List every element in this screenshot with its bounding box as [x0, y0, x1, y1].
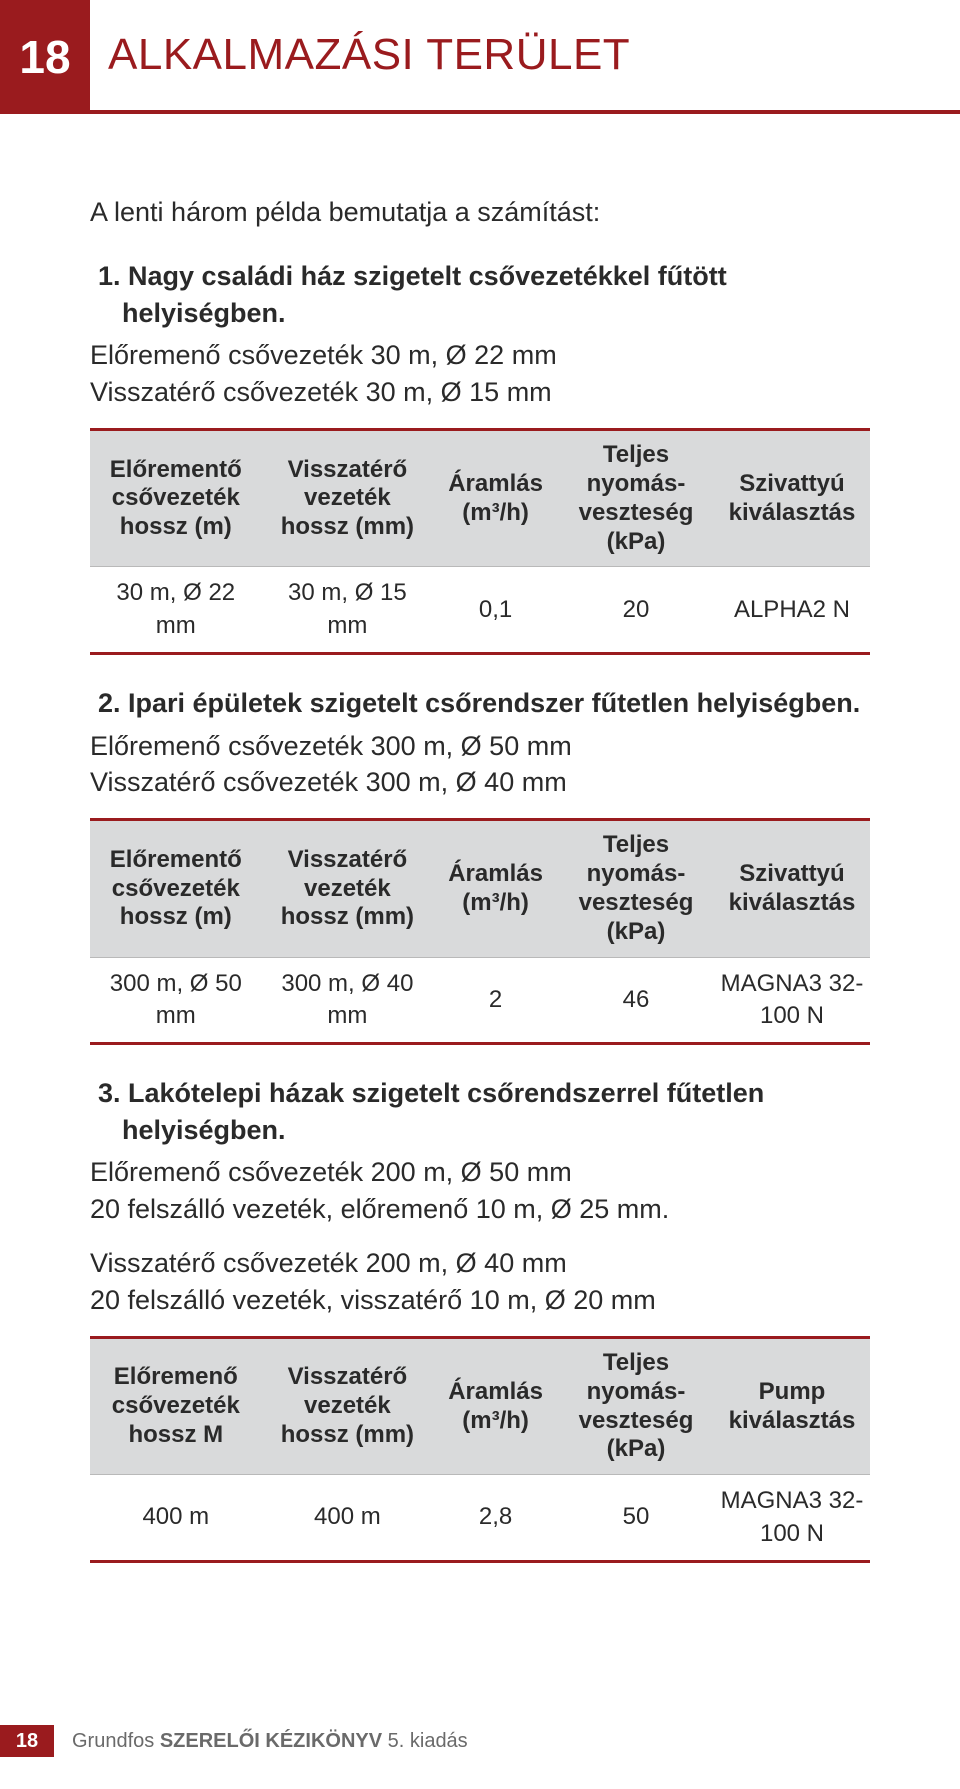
- example-3-spec-b: Visszatérő csővezeték 200 m, Ø 40 mm 20 …: [90, 1245, 870, 1318]
- footer-suffix: 5. kiadás: [382, 1730, 468, 1752]
- cell: 30 m, Ø 15 mm: [262, 567, 434, 654]
- cell: 400 m: [262, 1475, 434, 1562]
- footer-bold: SZERELŐI KÉZIKÖNYV: [160, 1730, 382, 1752]
- page-footer: 18 Grundfos SZERELŐI KÉZIKÖNYV 5. kiadás: [0, 1725, 468, 1757]
- cell: 300 m, Ø 40 mm: [262, 957, 434, 1044]
- example-1-table: Előrementő csővezeték hossz (m) Visszaté…: [90, 428, 870, 655]
- header-page-number: 18: [0, 0, 90, 114]
- cell: MAGNA3 32-100 N: [714, 1475, 870, 1562]
- spec-line: Előremenő csővezeték 30 m, Ø 22 mm: [90, 337, 870, 373]
- table-header-row: Előremenő csővezeték hossz M Visszatérő …: [90, 1338, 870, 1475]
- col-header: Áramlás (m³/h): [433, 430, 558, 567]
- page: 18 ALKALMAZÁSI TERÜLET A lenti három pél…: [0, 0, 960, 1789]
- spec-line: Visszatérő csővezeték 300 m, Ø 40 mm: [90, 764, 870, 800]
- table-row: 300 m, Ø 50 mm 300 m, Ø 40 mm 2 46 MAGNA…: [90, 957, 870, 1044]
- table-row: 30 m, Ø 22 mm 30 m, Ø 15 mm 0,1 20 ALPHA…: [90, 567, 870, 654]
- cell: 46: [558, 957, 714, 1044]
- cell: 2: [433, 957, 558, 1044]
- example-3-table: Előremenő csővezeték hossz M Visszatérő …: [90, 1336, 870, 1563]
- example-2-spec: Előremenő csővezeték 300 m, Ø 50 mm Viss…: [90, 728, 870, 801]
- content: A lenti három példa bemutatja a számítás…: [0, 114, 960, 1563]
- cell: MAGNA3 32-100 N: [714, 957, 870, 1044]
- col-header: Teljes nyomás-veszteség (kPa): [558, 430, 714, 567]
- spec-line: 20 felszálló vezeték, előremenő 10 m, Ø …: [90, 1191, 870, 1227]
- cell: 20: [558, 567, 714, 654]
- spec-line: Visszatérő csővezeték 30 m, Ø 15 mm: [90, 374, 870, 410]
- page-header: 18 ALKALMAZÁSI TERÜLET: [0, 0, 960, 114]
- col-header: Teljes nyomás-veszteség (kPa): [558, 1338, 714, 1475]
- col-header: Áramlás (m³/h): [433, 820, 558, 957]
- example-2-title: 2. Ipari épületek szigetelt csőrendszer …: [90, 685, 870, 721]
- col-header: Szivattyú kiválasztás: [714, 820, 870, 957]
- spec-line: 20 felszálló vezeték, visszatérő 10 m, Ø…: [90, 1282, 870, 1318]
- example-1-title: 1. Nagy családi ház szigetelt csővezeték…: [90, 258, 870, 331]
- col-header: Előremenő csővezeték hossz M: [90, 1338, 262, 1475]
- col-header: Szivattyú kiválasztás: [714, 430, 870, 567]
- cell: 400 m: [90, 1475, 262, 1562]
- spec-line: Előremenő csővezeték 200 m, Ø 50 mm: [90, 1154, 870, 1190]
- col-header: Áramlás (m³/h): [433, 1338, 558, 1475]
- table-row: 400 m 400 m 2,8 50 MAGNA3 32-100 N: [90, 1475, 870, 1562]
- example-1-spec: Előremenő csővezeték 30 m, Ø 22 mm Vissz…: [90, 337, 870, 410]
- cell: ALPHA2 N: [714, 567, 870, 654]
- cell: 2,8: [433, 1475, 558, 1562]
- cell: 300 m, Ø 50 mm: [90, 957, 262, 1044]
- col-header: Előrementő csővezeték hossz (m): [90, 430, 262, 567]
- col-header: Pump kiválasztás: [714, 1338, 870, 1475]
- cell: 30 m, Ø 22 mm: [90, 567, 262, 654]
- col-header: Visszatérő vezeték hossz (mm): [262, 1338, 434, 1475]
- footer-prefix: Grundfos: [72, 1730, 160, 1752]
- cell: 50: [558, 1475, 714, 1562]
- spec-line: Előremenő csővezeték 300 m, Ø 50 mm: [90, 728, 870, 764]
- spec-line: Visszatérő csővezeték 200 m, Ø 40 mm: [90, 1245, 870, 1281]
- footer-page-number: 18: [0, 1725, 54, 1757]
- example-3-spec-a: Előremenő csővezeték 200 m, Ø 50 mm 20 f…: [90, 1154, 870, 1227]
- example-3-title: 3. Lakótelepi házak szigetelt csőrendsze…: [90, 1075, 870, 1148]
- cell: 0,1: [433, 567, 558, 654]
- col-header: Előrementő csővezeték hossz (m): [90, 820, 262, 957]
- table-header-row: Előrementő csővezeték hossz (m) Visszaté…: [90, 430, 870, 567]
- col-header: Visszatérő vezeték hossz (mm): [262, 430, 434, 567]
- col-header: Teljes nyomás-veszteség (kPa): [558, 820, 714, 957]
- footer-text: Grundfos SZERELŐI KÉZIKÖNYV 5. kiadás: [72, 1730, 468, 1753]
- intro-text: A lenti három példa bemutatja a számítás…: [90, 194, 870, 230]
- header-title: ALKALMAZÁSI TERÜLET: [90, 0, 960, 114]
- table-header-row: Előrementő csővezeték hossz (m) Visszaté…: [90, 820, 870, 957]
- example-2-table: Előrementő csővezeték hossz (m) Visszaté…: [90, 818, 870, 1045]
- col-header: Visszatérő vezeték hossz (mm): [262, 820, 434, 957]
